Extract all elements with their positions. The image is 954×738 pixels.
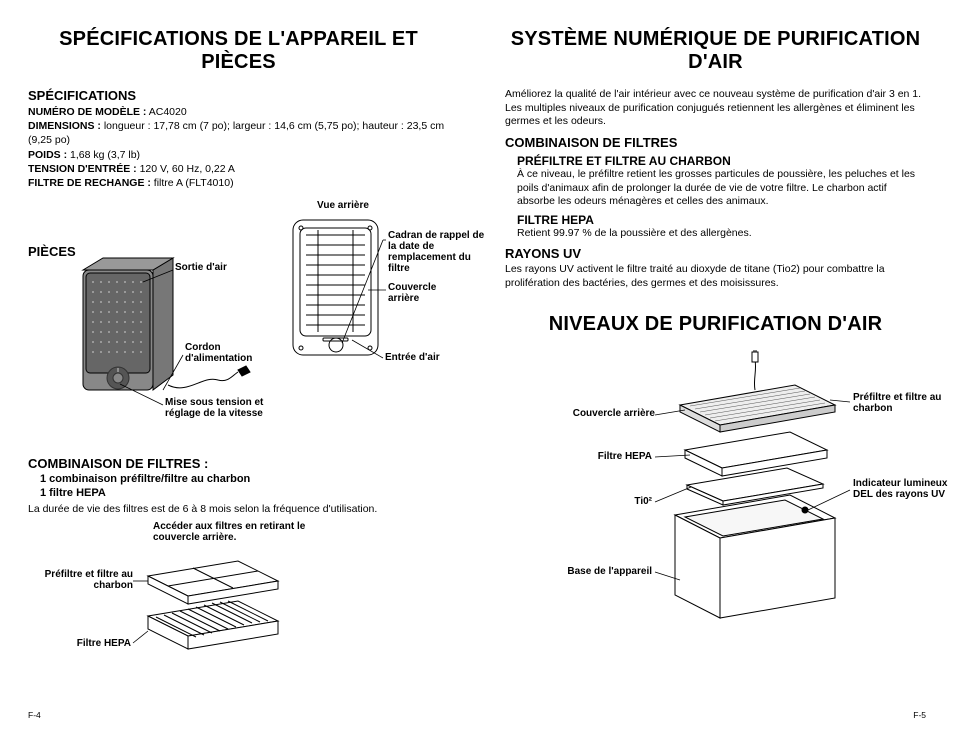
intro-text: Améliorez la qualité de l'air intérieur …: [505, 88, 926, 129]
spec-filter: FILTRE DE RECHANGE : filtre A (FLT4010): [28, 176, 449, 190]
combo-header-r: COMBINAISON DE FILTRES: [505, 135, 926, 150]
callout-rearcover-r: Couvercle arrière: [560, 408, 655, 419]
spec-model: NUMÉRO DE MODÈLE : AC4020: [28, 105, 449, 119]
combo-note: La durée de vie des filtres est de 6 à 8…: [28, 503, 449, 515]
spec-voltage: TENSION D'ENTRÉE : 120 V, 60 Hz, 0,22 A: [28, 162, 449, 176]
right-title1: SYSTÈME NUMÉRIQUE DE PURIFICATION D'AIR: [505, 28, 926, 74]
callout-tio2: Ti0²: [620, 496, 652, 507]
filter-diagram: Accéder aux filtres en retirant le couve…: [28, 521, 449, 671]
spec-dim: DIMENSIONS : longueur : 17,78 cm (7 po);…: [28, 119, 449, 147]
callout-base: Base de l'appareil: [550, 566, 652, 577]
hepa-header: FILTRE HEPA: [505, 213, 926, 227]
combo-lines: 1 combinaison préfiltre/filtre au charbo…: [28, 473, 449, 501]
callout-led: Indicateur lumineux DEL des rayons UV: [853, 478, 953, 500]
callout-cord: Cordon d'alimentation: [185, 342, 265, 364]
callout-power: Mise sous tension et réglage de la vites…: [165, 397, 285, 419]
combo-header: COMBINAISON DE FILTRES :: [28, 456, 449, 471]
callout-dial: Cadran de rappel de la date de remplacem…: [388, 230, 488, 274]
callout-air-out: Sortie d'air: [175, 262, 227, 273]
spec-weight: POIDS : 1,68 kg (3,7 lb): [28, 148, 449, 162]
callout-hepa-left: Filtre HEPA: [66, 638, 131, 649]
pieces-diagram: PIÈCES Vue arrière: [28, 200, 449, 450]
exploded-diagram: Couvercle arrière Filtre HEPA Ti0² Base …: [505, 350, 926, 630]
page-no-left: F-4: [28, 710, 41, 720]
callout-prefilter-r: Préfiltre et filtre au charbon: [853, 392, 943, 414]
callout-rearcover: Couvercle arrière: [388, 282, 458, 304]
page-right: SYSTÈME NUMÉRIQUE DE PURIFICATION D'AIR …: [477, 0, 954, 738]
callout-prefilter-left: Préfiltre et filtre au charbon: [38, 569, 133, 591]
uv-text: Les rayons UV activent le filtre traité …: [505, 263, 926, 290]
specs-header: SPÉCIFICATIONS: [28, 88, 449, 103]
page-no-right: F-5: [913, 710, 926, 720]
page-left: SPÉCIFICATIONS DE L'APPAREIL ET PIÈCES S…: [0, 0, 477, 738]
left-title: SPÉCIFICATIONS DE L'APPAREIL ET PIÈCES: [28, 28, 449, 74]
callout-air-in: Entrée d'air: [385, 352, 440, 363]
uv-header: RAYONS UV: [505, 246, 926, 261]
right-title2: NIVEAUX DE PURIFICATION D'AIR: [505, 313, 926, 336]
hepa-text: Retient 99.97 % de la poussière et des a…: [505, 227, 926, 241]
callout-hepa-r: Filtre HEPA: [590, 451, 652, 462]
pre-header: PRÉFILTRE ET FILTRE AU CHARBON: [505, 154, 926, 168]
pre-text: À ce niveau, le préfiltre retient les gr…: [505, 168, 926, 209]
